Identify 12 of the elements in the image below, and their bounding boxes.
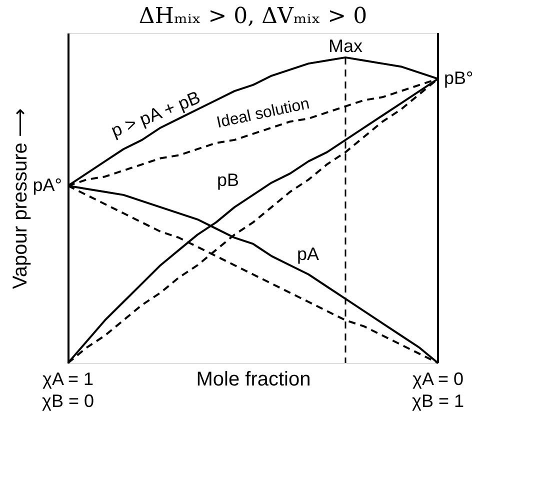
text: pB° (444, 68, 474, 88)
text: χA = 0 χB = 1 (412, 369, 464, 411)
x-axis-title: Mole fraction (196, 368, 311, 390)
annotation: p > pA + pB (108, 87, 203, 141)
chart-title: ΔHₘᵢₓ > 0, ΔVₘᵢₓ > 0 (138, 4, 368, 29)
text: pA° (32, 174, 62, 195)
text: Max (328, 36, 363, 56)
annotation: Ideal solution (215, 95, 311, 132)
annotation: pB (216, 170, 240, 190)
text: χA = 1 χB = 0 (42, 369, 94, 411)
annotation: pA (296, 244, 320, 264)
y-axis-title: Vapour pressure ⟶ (10, 108, 32, 289)
